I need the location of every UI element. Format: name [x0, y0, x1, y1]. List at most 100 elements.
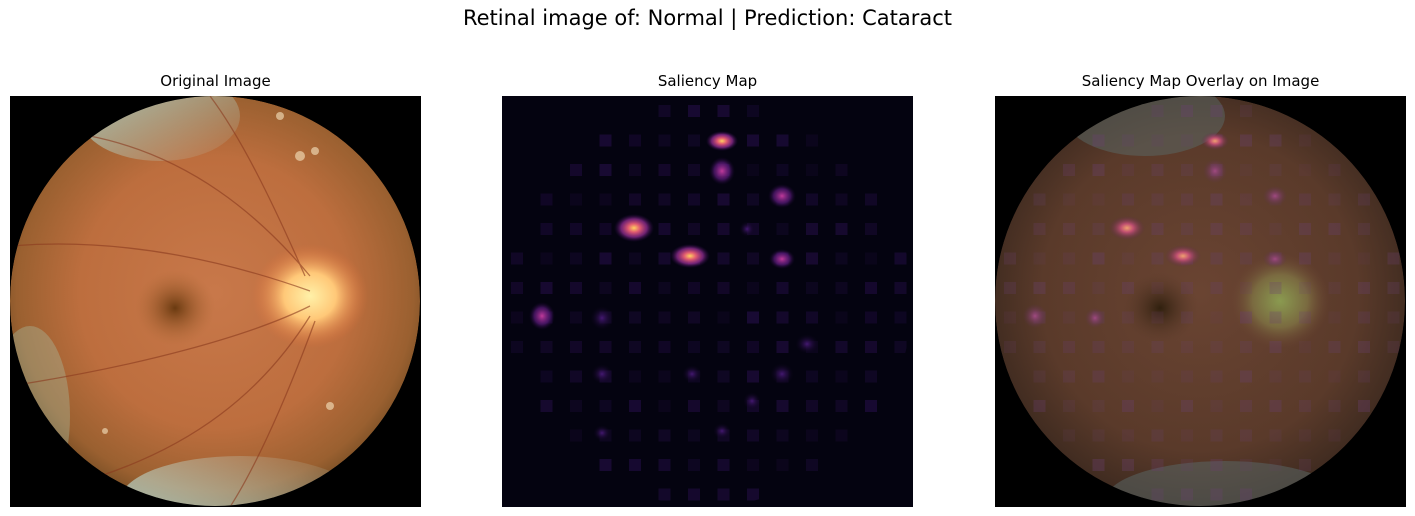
- saliency-patch: [1240, 311, 1252, 324]
- saliency-patch: [1210, 193, 1223, 206]
- saliency-patch: [717, 488, 730, 501]
- saliency-patch: [1063, 164, 1075, 176]
- saliency-patch: [1122, 459, 1134, 471]
- saliency-patch: [1299, 282, 1311, 294]
- saliency-patch: [1240, 400, 1252, 412]
- saliency-patch: [1358, 223, 1370, 235]
- saliency-patch: [1033, 400, 1046, 412]
- saliency-patch: [835, 400, 848, 412]
- saliency-patch: [570, 341, 582, 353]
- saliency-patch: [806, 164, 818, 176]
- saliency-patch: [540, 223, 553, 235]
- saliency-patch: [1092, 164, 1105, 176]
- saliency-patch: [1328, 252, 1341, 265]
- saliency-patch: [717, 105, 730, 117]
- saliency-patch: [865, 252, 877, 265]
- saliency-patch: [1151, 223, 1164, 235]
- saliency-patch: [1240, 459, 1252, 471]
- saliency-patch: [629, 193, 641, 206]
- saliency-patch: [1299, 400, 1311, 412]
- saliency-patch: [1328, 282, 1341, 294]
- saliency-patch: [629, 311, 641, 324]
- original-fundus-image: [10, 96, 421, 507]
- saliency-patch: [1092, 400, 1105, 412]
- saliency-patch: [1122, 164, 1134, 176]
- saliency-patch: [747, 282, 759, 294]
- saliency-patch: [1328, 164, 1341, 176]
- saliency-patch: [511, 252, 523, 265]
- saliency-patch: [1181, 400, 1193, 412]
- saliency-patch: [1151, 105, 1164, 117]
- saliency-patch: [717, 370, 730, 383]
- saliency-patch: [658, 341, 671, 353]
- saliency-patch: [1122, 134, 1134, 147]
- saliency-patch: [1269, 341, 1282, 353]
- saliency-patch: [629, 134, 641, 147]
- saliency-patch: [1151, 341, 1164, 353]
- saliency-patch: [1092, 429, 1105, 442]
- saliency-patch: [1240, 429, 1252, 442]
- figure-title: Retinal image of: Normal | Prediction: C…: [462, 6, 953, 30]
- saliency-patch: [1092, 370, 1105, 383]
- saliency-patch: [658, 164, 671, 176]
- saliency-patch: [1240, 193, 1252, 206]
- saliency-patch: [658, 311, 671, 324]
- saliency-patch: [688, 488, 700, 501]
- saliency-patch: [1122, 370, 1134, 383]
- saliency-patch: [747, 164, 759, 176]
- saliency-patch: [1092, 193, 1105, 206]
- saliency-patch: [658, 252, 671, 265]
- saliency-patch: [1269, 400, 1282, 412]
- saliency-patch: [629, 252, 641, 265]
- saliency-patch: [835, 223, 848, 235]
- saliency-patch: [688, 400, 700, 412]
- saliency-patch: [747, 105, 759, 117]
- saliency-patch: [1269, 282, 1282, 294]
- saliency-patch: [1181, 429, 1193, 442]
- saliency-patch: [1240, 164, 1252, 176]
- saliency-patch: [1210, 311, 1223, 324]
- saliency-patch: [806, 400, 818, 412]
- saliency-patch: [747, 311, 759, 324]
- saliency-patch: [658, 134, 671, 147]
- saliency-patch: [1328, 311, 1341, 324]
- saliency-patch: [865, 341, 877, 353]
- saliency-patch: [747, 488, 759, 501]
- saliency-patch: [1210, 459, 1223, 471]
- saliency-patch: [570, 429, 582, 442]
- saliency-patch: [1181, 370, 1193, 383]
- saliency-patch: [1122, 252, 1134, 265]
- saliency-patch: [1063, 223, 1075, 235]
- saliency-patch: [1299, 193, 1311, 206]
- saliency-patch: [1063, 429, 1075, 442]
- saliency-patch: [806, 370, 818, 383]
- saliency-patch: [1033, 282, 1046, 294]
- saliency-patch: [717, 252, 730, 265]
- saliency-patch: [1063, 341, 1075, 353]
- saliency-patch: [1122, 400, 1134, 412]
- saliency-patch: [865, 193, 877, 206]
- saliency-patch: [1151, 429, 1164, 442]
- panel-title-overlay: Saliency Map Overlay on Image: [1081, 72, 1320, 90]
- saliency-patch: [1151, 282, 1164, 294]
- saliency-patch: [1210, 400, 1223, 412]
- saliency-patch: [1151, 488, 1164, 501]
- saliency-patch: [1328, 193, 1341, 206]
- saliency-patch: [835, 311, 848, 324]
- saliency-patch: [658, 459, 671, 471]
- panel-title-saliency: Saliency Map: [657, 72, 758, 90]
- saliency-patch: [717, 459, 730, 471]
- saliency-patch: [1358, 370, 1370, 383]
- saliency-patch: [570, 164, 582, 176]
- saliency-patch: [865, 223, 877, 235]
- saliency-patch: [599, 164, 612, 176]
- saliency-patch: [1151, 311, 1164, 324]
- saliency-patch: [658, 282, 671, 294]
- saliency-patch: [570, 223, 582, 235]
- saliency-patch: [1358, 341, 1370, 353]
- saliency-patch: [1122, 282, 1134, 294]
- saliency-patch: [894, 252, 907, 265]
- saliency-patch: [1033, 252, 1046, 265]
- saliency-patch: [1299, 341, 1311, 353]
- saliency-patch: [835, 282, 848, 294]
